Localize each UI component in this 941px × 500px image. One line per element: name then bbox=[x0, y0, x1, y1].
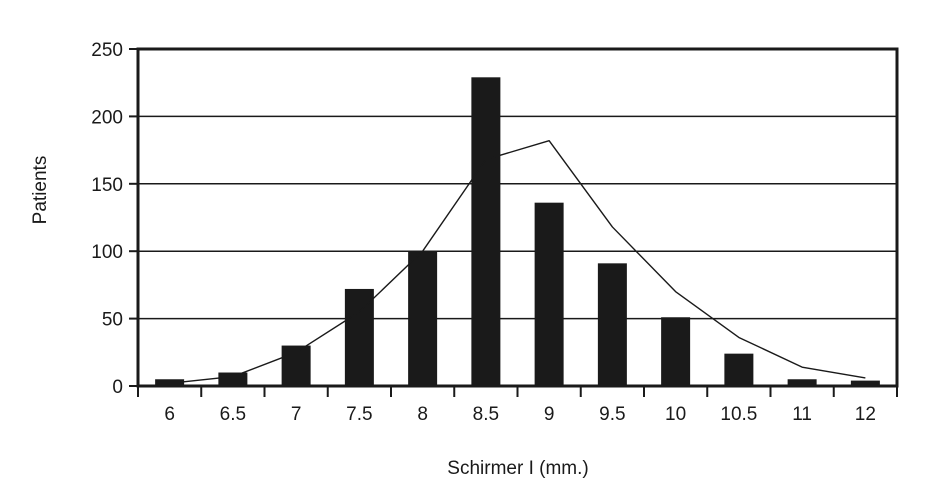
x-axis-ticks: 6 6.5 7 7.5 8 8.5 9 9.5 10 10.5 11 12 bbox=[137, 386, 898, 425]
x-tick-label: 9 bbox=[544, 404, 555, 425]
x-tick-label: 10 bbox=[665, 404, 686, 425]
bar bbox=[534, 202, 564, 386]
bar bbox=[218, 372, 248, 386]
bar bbox=[850, 380, 880, 386]
x-tick-label: 12 bbox=[855, 404, 876, 425]
bar bbox=[661, 317, 691, 386]
trend-line bbox=[169, 139, 866, 385]
bar bbox=[787, 379, 817, 386]
bar bbox=[471, 77, 501, 387]
x-tick-label: 7 bbox=[291, 404, 302, 425]
x-tick-label: 10.5 bbox=[720, 404, 757, 425]
x-tick-label: 9.5 bbox=[599, 404, 625, 425]
y-axis-title: Patients bbox=[30, 156, 51, 225]
y-tick-label: 150 bbox=[91, 175, 123, 196]
y-tick-label: 0 bbox=[112, 377, 123, 398]
x-tick-label: 7.5 bbox=[346, 404, 372, 425]
x-tick-label: 8.5 bbox=[473, 404, 499, 425]
y-axis-ticks: 0 50 100 150 200 250 bbox=[91, 40, 138, 398]
x-axis-title: Schirmer I (mm.) bbox=[447, 458, 588, 479]
plot-border bbox=[136, 47, 899, 388]
bar bbox=[344, 288, 374, 386]
bar bbox=[724, 353, 754, 386]
x-tick-label: 11 bbox=[792, 404, 812, 425]
bar bbox=[597, 263, 627, 386]
gridlines bbox=[138, 115, 897, 320]
y-tick-label: 50 bbox=[102, 310, 123, 331]
bars bbox=[155, 77, 880, 387]
plot-frame bbox=[136, 47, 899, 388]
bar bbox=[408, 251, 438, 386]
trend-line-layer bbox=[169, 139, 866, 385]
y-tick-label: 100 bbox=[91, 242, 123, 263]
x-tick-label: 6.5 bbox=[220, 404, 246, 425]
y-tick-label: 250 bbox=[91, 40, 123, 61]
x-tick-label: 8 bbox=[417, 404, 428, 425]
x-tick-label: 6 bbox=[164, 404, 175, 425]
y-tick-label: 200 bbox=[91, 107, 123, 128]
